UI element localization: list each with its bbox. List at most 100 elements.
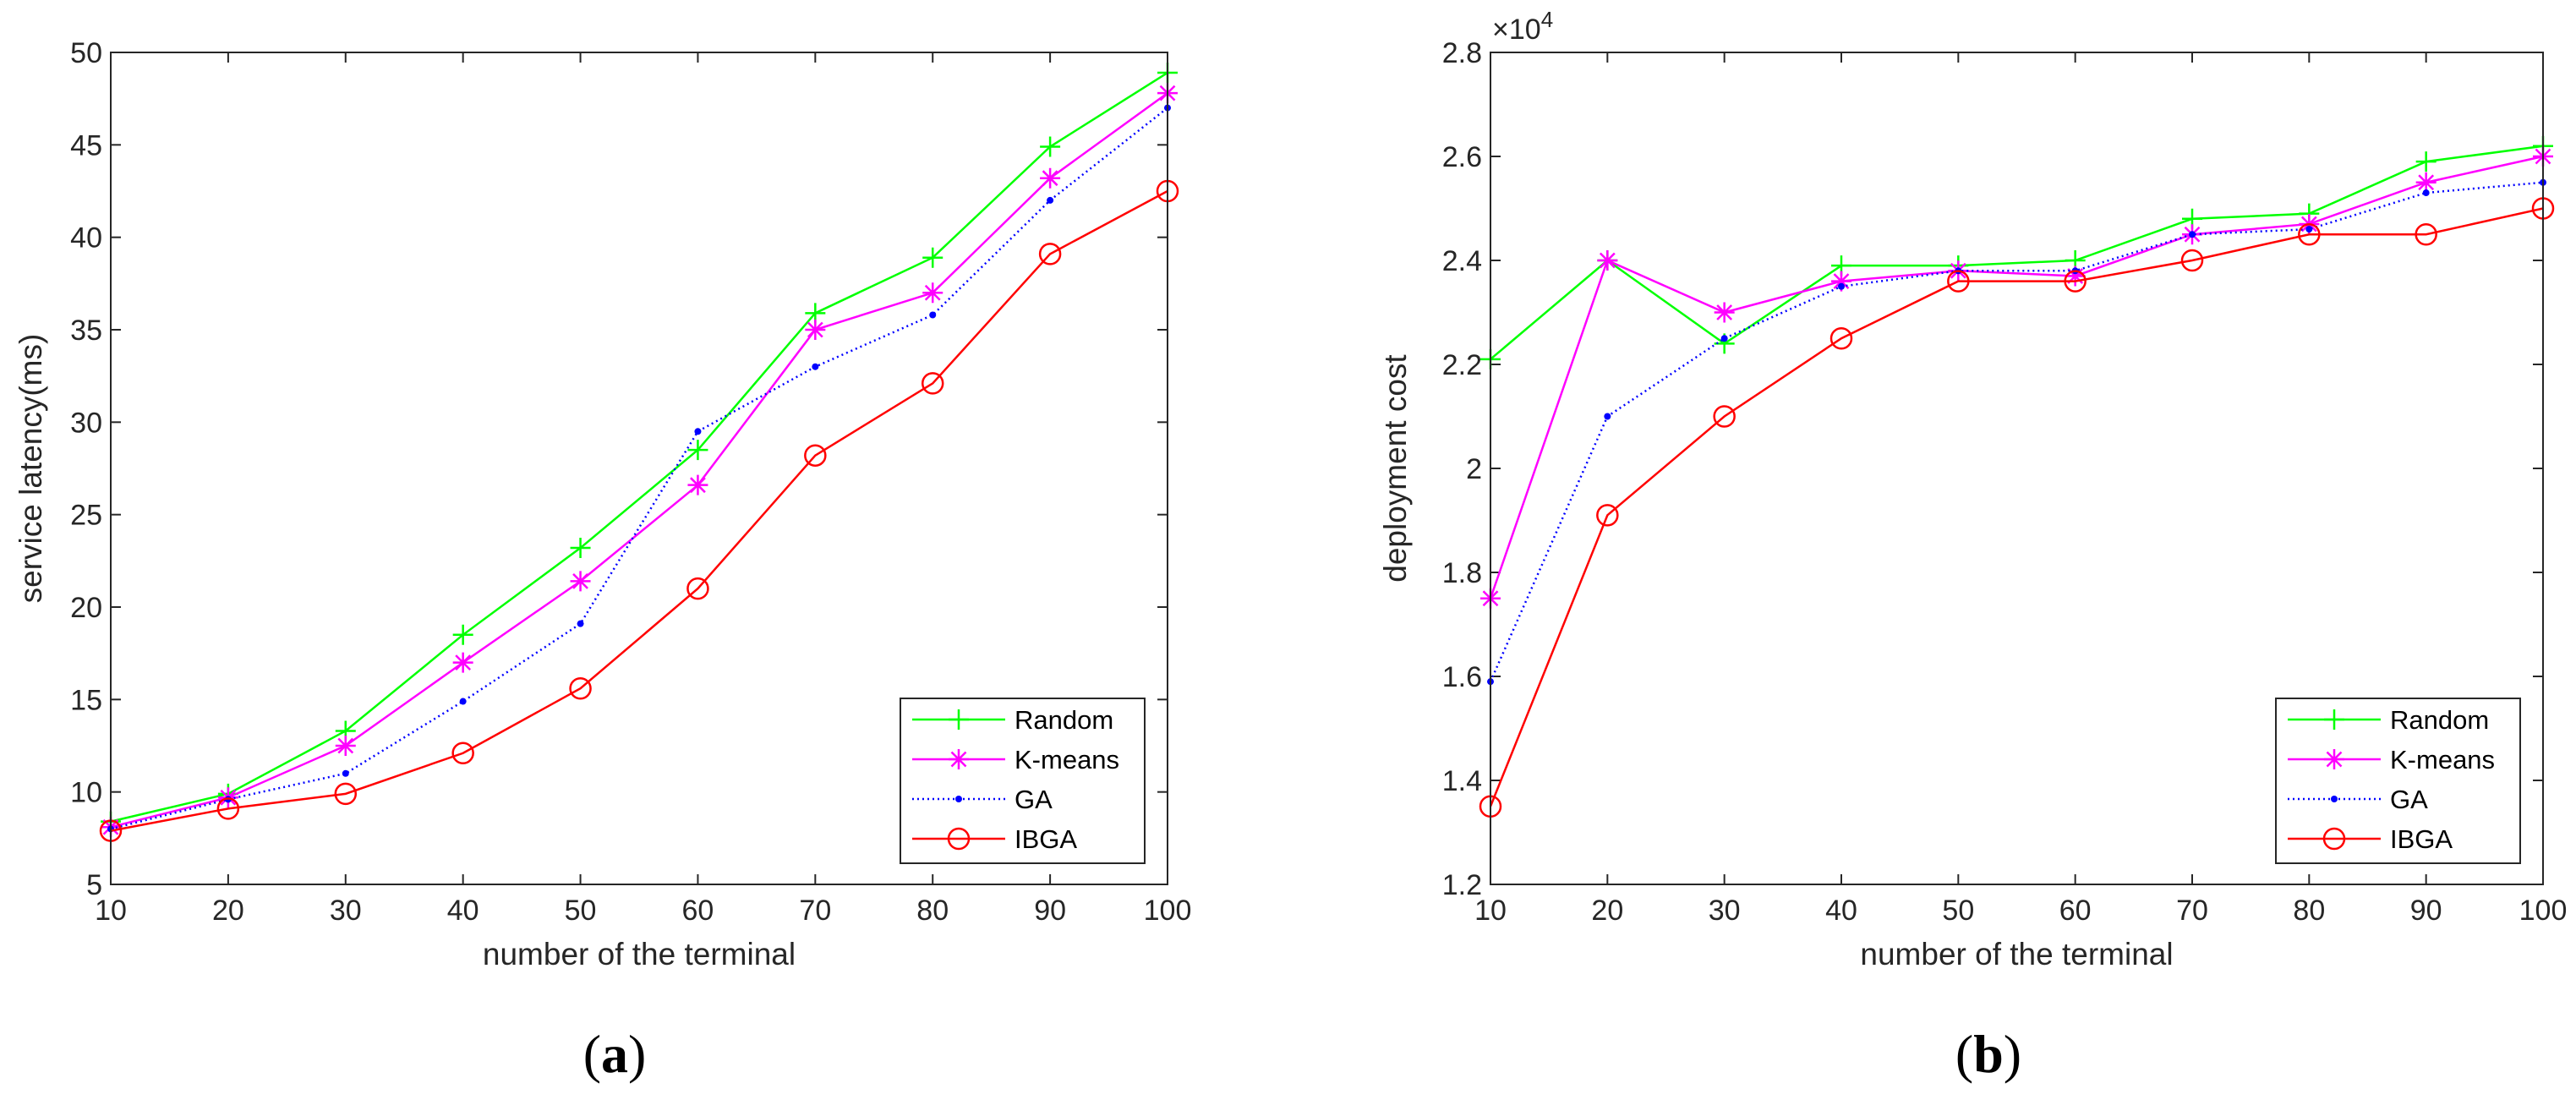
legend: Random K-means GA IBGA [900,698,1146,864]
x-tick-label: 20 [212,895,244,927]
x-tick-label: 90 [1034,895,1066,927]
legend-marker [2322,827,2346,851]
legend-marker [2324,709,2344,730]
x-tick-label: 30 [1709,895,1741,927]
legend-marker [2331,796,2338,802]
data-point [694,428,702,435]
legend-label: K-means [1015,745,1119,774]
x-axis-label: number of the terminal [1860,937,2173,971]
y-tick-label: 45 [70,129,102,161]
data-point [216,797,240,820]
y-tick-label: 1.8 [1442,557,1482,589]
data-point [922,247,943,268]
data-point [1713,405,1736,428]
series-line [1489,207,2544,807]
y-tick-label: 35 [70,315,102,347]
x-tick-label: 40 [1825,895,1857,927]
series-line [110,71,1168,823]
legend-marker [949,709,969,730]
data-point [1038,243,1062,265]
x-tick-label: 100 [2519,895,2568,927]
data-point [452,652,473,673]
axes-box [110,52,1168,885]
data-point [1040,136,1061,157]
data-point [2422,189,2430,197]
data-point [812,363,819,370]
x-tick-label: 40 [447,895,479,927]
y-tick-label: 5 [86,869,102,901]
y-tick-label: 2.4 [1442,245,1482,277]
y-axis-label: service latency(ms) [14,334,48,604]
legend-marker [2324,749,2344,769]
data-point [2064,270,2087,293]
data-point [2415,151,2437,172]
legend-label: K-means [2390,745,2495,774]
legend-entry: GA [912,785,1053,814]
data-point [570,571,591,592]
data-point [922,282,943,304]
data-point [2298,223,2321,246]
legend-label: GA [1015,785,1053,814]
x-tick-label: 100 [1144,895,1192,927]
legend-entry: IBGA [2288,824,2453,854]
data-point [1831,271,1851,292]
x-tick-label: 90 [2410,895,2442,927]
data-point [2415,172,2437,193]
series-line [110,189,1168,832]
data-point [335,736,356,756]
y-tick-label: 2 [1466,453,1482,485]
x-tick-label: 50 [565,895,597,927]
data-point [452,624,473,645]
y-axis-label: deployment cost [1378,354,1413,583]
panel-label-open: ( [1955,1024,1973,1084]
data-point [1947,270,1970,293]
data-point [805,320,826,340]
panel-label-close: ) [2004,1024,2021,1084]
series-ibga [1479,197,2555,818]
data-point [577,620,584,627]
x-tick-label: 80 [916,895,949,927]
y-exponent-label: ×104 [1492,7,1553,46]
legend: Random K-means GA IBGA [2275,698,2521,864]
data-point [2415,223,2437,246]
series-line [1489,155,2544,599]
data-point [459,698,467,705]
y-exponent-base: ×10 [1492,14,1541,46]
data-point [1596,504,1619,527]
series-line [110,92,1168,829]
chart-panel-b: 10 20 30 40 50 60 70 80 90 100 1.2 1.4 1.6 1.8 2 2.2 2.4… [1378,7,2567,1084]
legend-marker [949,749,969,769]
legend-box [2275,698,2521,864]
legend-entry: IBGA [912,824,1077,854]
x-tick-label: 10 [95,895,127,927]
y-tick-label: 50 [70,37,102,69]
data-point [1838,282,1845,290]
y-tick-label: 40 [70,222,102,254]
legend-entry: Random [2288,705,2489,735]
legend-entry: Random [912,705,1113,735]
y-tick-label: 10 [70,777,102,809]
panel-label-open: ( [583,1024,601,1084]
panel-label-letter: b [1973,1024,2004,1084]
y-tick-label: 20 [70,592,102,624]
y-tick-label: 1.4 [1442,765,1482,797]
x-tick-label: 70 [799,895,831,927]
data-point [2305,226,2313,233]
y-tick-label: 1.6 [1442,661,1482,693]
data-point [2189,231,2196,238]
x-tick-label: 70 [2176,895,2208,927]
data-point [1720,335,1728,342]
legend-entry: K-means [2288,745,2495,774]
data-point [1597,250,1618,271]
y-tick-label: 15 [70,684,102,716]
y-tick-label: 30 [70,407,102,439]
data-point [570,538,591,559]
y-tick-label: 25 [70,500,102,532]
y-tick-label: 2.8 [1442,37,1482,69]
data-point [929,311,937,319]
data-point [2065,265,2086,287]
legend-entry: GA [2288,785,2428,814]
data-point [1040,167,1061,189]
panel-label: (a) [583,1024,647,1084]
